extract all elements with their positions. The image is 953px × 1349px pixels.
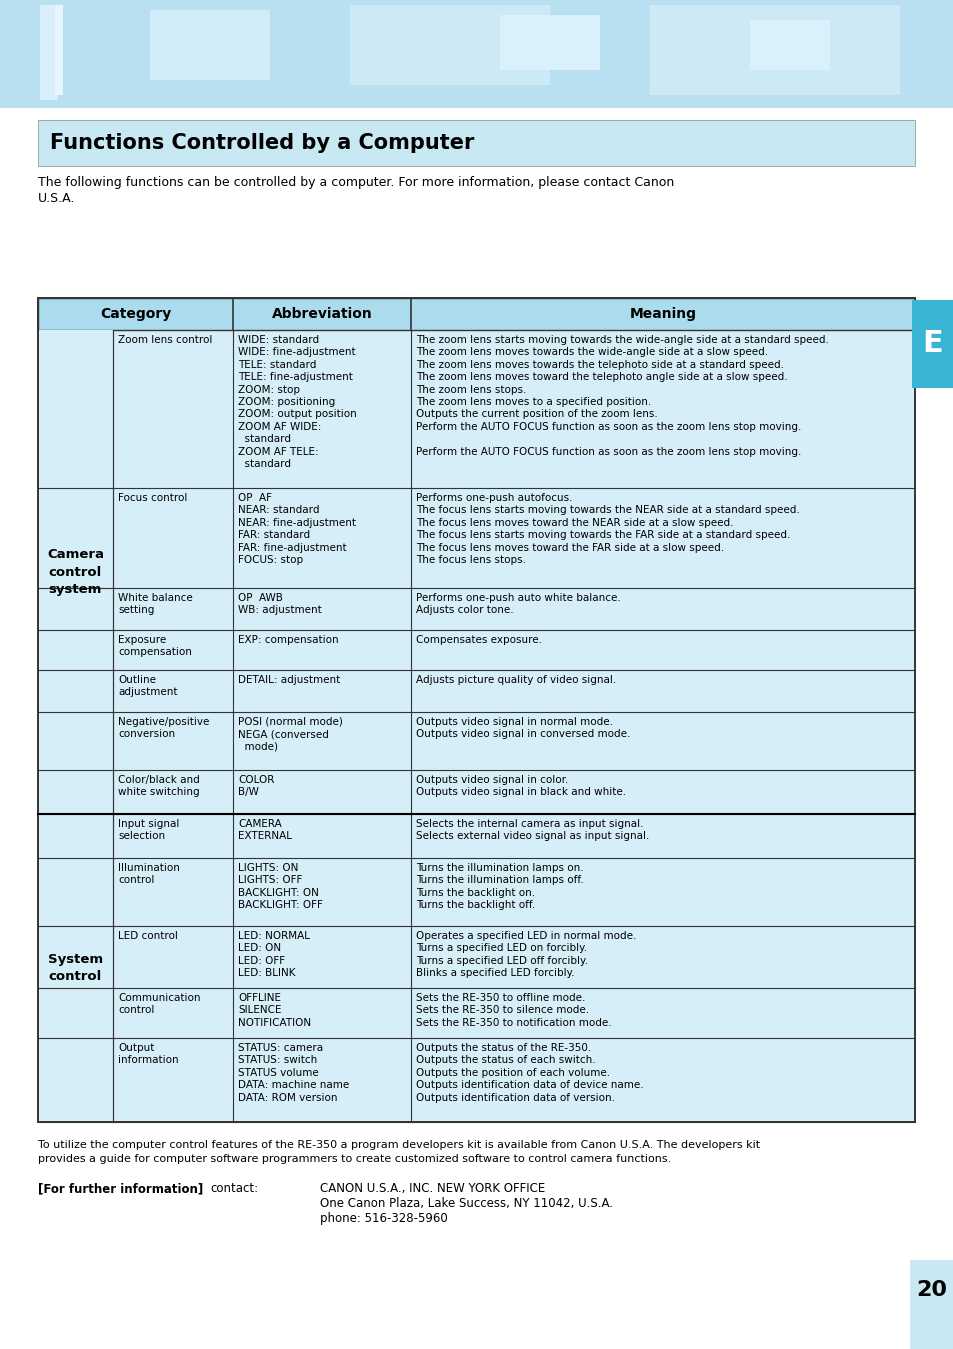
Text: Outline
adjustment: Outline adjustment xyxy=(118,674,177,697)
Bar xyxy=(40,5,58,100)
Text: phone: 516-328-5960: phone: 516-328-5960 xyxy=(319,1211,447,1225)
Bar xyxy=(911,299,953,389)
Text: Adjusts picture quality of video signal.: Adjusts picture quality of video signal. xyxy=(416,674,616,685)
Bar xyxy=(499,15,599,70)
Text: POSI (normal mode)
NEGA (conversed
  mode): POSI (normal mode) NEGA (conversed mode) xyxy=(237,718,342,751)
Text: White balance
setting: White balance setting xyxy=(118,594,193,615)
Bar xyxy=(38,331,112,813)
Bar xyxy=(350,5,550,85)
Bar xyxy=(38,770,914,813)
Bar xyxy=(0,0,953,108)
Text: 20: 20 xyxy=(916,1280,946,1300)
Text: Category: Category xyxy=(100,308,171,321)
Bar xyxy=(38,588,914,630)
Bar xyxy=(38,813,914,858)
Text: Exposure
compensation: Exposure compensation xyxy=(118,635,192,657)
Bar xyxy=(38,1037,914,1122)
Bar xyxy=(38,813,112,1122)
Bar xyxy=(55,5,63,94)
Text: Color/black and
white switching: Color/black and white switching xyxy=(118,774,199,797)
Text: Turns the illumination lamps on.
Turns the illumination lamps off.
Turns the bac: Turns the illumination lamps on. Turns t… xyxy=(416,863,583,911)
Bar xyxy=(0,108,953,120)
Text: Focus control: Focus control xyxy=(118,492,187,503)
Text: COLOR
B/W: COLOR B/W xyxy=(237,774,274,797)
Text: Performs one-push autofocus.
The focus lens starts moving towards the NEAR side : Performs one-push autofocus. The focus l… xyxy=(416,492,799,565)
Text: Outputs video signal in color.
Outputs video signal in black and white.: Outputs video signal in color. Outputs v… xyxy=(416,774,625,797)
Text: Zoom lens control: Zoom lens control xyxy=(118,335,213,345)
Text: Output
information: Output information xyxy=(118,1043,178,1066)
Text: OP  AF
NEAR: standard
NEAR: fine-adjustment
FAR: standard
FAR: fine-adjustment
F: OP AF NEAR: standard NEAR: fine-adjustme… xyxy=(237,492,355,565)
Text: Input signal
selection: Input signal selection xyxy=(118,819,179,842)
Text: DETAIL: adjustment: DETAIL: adjustment xyxy=(237,674,340,685)
Bar xyxy=(38,298,914,1122)
Text: Outputs video signal in normal mode.
Outputs video signal in conversed mode.: Outputs video signal in normal mode. Out… xyxy=(416,718,630,739)
Bar xyxy=(38,712,914,770)
Text: Compensates exposure.: Compensates exposure. xyxy=(416,635,541,645)
Bar xyxy=(38,630,914,670)
Bar xyxy=(38,298,914,331)
Text: Sets the RE-350 to offline mode.
Sets the RE-350 to silence mode.
Sets the RE-35: Sets the RE-350 to offline mode. Sets th… xyxy=(416,993,611,1028)
Text: WIDE: standard
WIDE: fine-adjustment
TELE: standard
TELE: fine-adjustment
ZOOM: : WIDE: standard WIDE: fine-adjustment TEL… xyxy=(237,335,356,469)
Text: EXP: compensation: EXP: compensation xyxy=(237,635,338,645)
Text: OFFLINE
SILENCE
NOTIFICATION: OFFLINE SILENCE NOTIFICATION xyxy=(237,993,311,1028)
Text: The zoom lens starts moving towards the wide-angle side at a standard speed.
The: The zoom lens starts moving towards the … xyxy=(416,335,828,456)
Text: Meaning: Meaning xyxy=(629,308,696,321)
Bar xyxy=(38,858,914,925)
Bar xyxy=(38,670,914,712)
Text: Operates a specified LED in normal mode.
Turns a specified LED on forcibly.
Turn: Operates a specified LED in normal mode.… xyxy=(416,931,636,978)
Text: The following functions can be controlled by a computer. For more information, p: The following functions can be controlle… xyxy=(38,175,674,189)
Bar xyxy=(38,331,914,488)
Bar xyxy=(649,5,899,94)
Bar xyxy=(38,120,914,166)
Bar xyxy=(38,987,914,1037)
Text: System
control: System control xyxy=(48,952,103,983)
Text: STATUS: camera
STATUS: switch
STATUS volume
DATA: machine name
DATA: ROM version: STATUS: camera STATUS: switch STATUS vol… xyxy=(237,1043,349,1102)
Text: OP  AWB
WB: adjustment: OP AWB WB: adjustment xyxy=(237,594,321,615)
Text: [For further information]: [For further information] xyxy=(38,1182,203,1195)
Text: Communication
control: Communication control xyxy=(118,993,200,1016)
Text: contact:: contact: xyxy=(210,1182,258,1195)
Text: U.S.A.: U.S.A. xyxy=(38,192,75,205)
Text: E: E xyxy=(922,329,943,359)
Text: Illumination
control: Illumination control xyxy=(118,863,180,885)
Bar xyxy=(909,1260,953,1349)
Text: Outputs the status of the RE-350.
Outputs the status of each switch.
Outputs the: Outputs the status of the RE-350. Output… xyxy=(416,1043,643,1102)
Bar xyxy=(150,9,270,80)
Bar xyxy=(38,925,914,987)
Text: To utilize the computer control features of the RE-350 a program developers kit : To utilize the computer control features… xyxy=(38,1140,760,1149)
Bar xyxy=(38,488,914,588)
Text: CANON U.S.A., INC. NEW YORK OFFICE: CANON U.S.A., INC. NEW YORK OFFICE xyxy=(319,1182,545,1195)
Text: LED control: LED control xyxy=(118,931,177,942)
Text: Performs one-push auto white balance.
Adjusts color tone.: Performs one-push auto white balance. Ad… xyxy=(416,594,620,615)
Text: Selects the internal camera as input signal.
Selects external video signal as in: Selects the internal camera as input sig… xyxy=(416,819,649,842)
Text: Functions Controlled by a Computer: Functions Controlled by a Computer xyxy=(50,134,474,152)
Text: Camera
control
system: Camera control system xyxy=(47,549,104,595)
Bar xyxy=(749,20,829,70)
Text: CAMERA
EXTERNAL: CAMERA EXTERNAL xyxy=(237,819,292,842)
Text: LIGHTS: ON
LIGHTS: OFF
BACKLIGHT: ON
BACKLIGHT: OFF: LIGHTS: ON LIGHTS: OFF BACKLIGHT: ON BAC… xyxy=(237,863,322,911)
Text: LED: NORMAL
LED: ON
LED: OFF
LED: BLINK: LED: NORMAL LED: ON LED: OFF LED: BLINK xyxy=(237,931,310,978)
Text: Abbreviation: Abbreviation xyxy=(272,308,372,321)
Bar xyxy=(38,298,914,1122)
Text: provides a guide for computer software programmers to create customized software: provides a guide for computer software p… xyxy=(38,1153,671,1164)
Text: Negative/positive
conversion: Negative/positive conversion xyxy=(118,718,209,739)
Text: One Canon Plaza, Lake Success, NY 11042, U.S.A.: One Canon Plaza, Lake Success, NY 11042,… xyxy=(319,1197,613,1210)
